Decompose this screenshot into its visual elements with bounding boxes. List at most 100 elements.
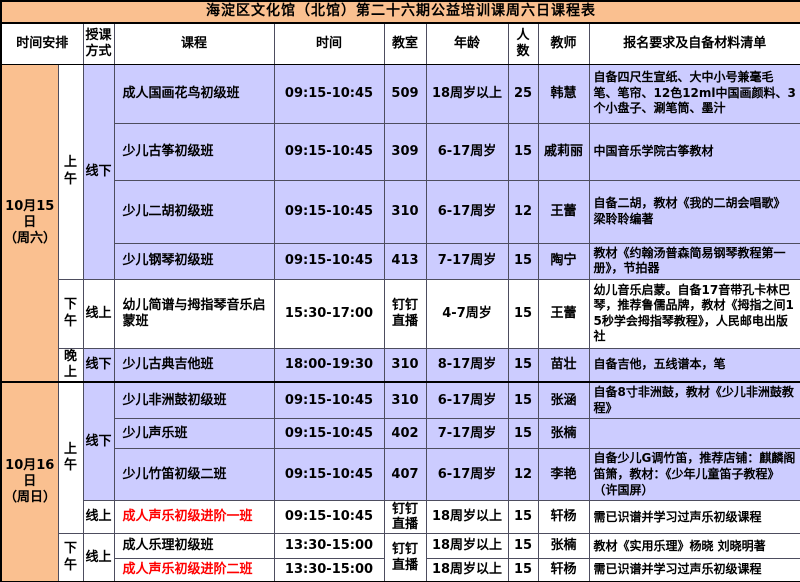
time-cell: 09:15-10:45 [273, 179, 385, 244]
date-line2: （周日） [4, 489, 57, 505]
date-line1: 10月16日 [5, 458, 55, 490]
session-cell-afternoon: 下午 [57, 278, 84, 349]
teacher-cell: 张涵 [537, 381, 590, 420]
requirements-cell: 需已识谱并学习过声乐初级课程 [588, 558, 800, 582]
date-cell: 10月16日 （周日） [0, 381, 59, 582]
session-cell-morning: 上午 [57, 63, 84, 280]
capacity-cell: 15 [507, 122, 539, 181]
teacher-cell: 陶宁 [537, 242, 590, 280]
time-cell: 09:15-10:45 [273, 242, 385, 280]
course-cell: 少儿声乐班 [113, 418, 275, 450]
room-cell: 310 [383, 381, 427, 420]
col-header-room: 教室 [383, 22, 427, 65]
method-cell-online: 线上 [82, 278, 115, 349]
course-cell: 成人乐理初级班 [113, 533, 275, 560]
age-cell: 18周岁以上 [425, 63, 509, 124]
capacity-cell: 12 [507, 448, 539, 502]
requirements-cell: 教材《约翰汤普森简易钢琴教程第一册》，节拍器 [588, 242, 800, 280]
requirements-cell [588, 418, 800, 450]
age-cell: 6-17周岁 [425, 179, 509, 244]
room-cell: 309 [383, 122, 427, 181]
method-cell-offline: 线下 [82, 63, 115, 280]
time-cell: 09:15-10:45 [273, 418, 385, 450]
capacity-cell: 15 [507, 418, 539, 450]
method-cell-offline: 线下 [82, 381, 115, 502]
time-cell: 18:00-19:30 [273, 347, 385, 383]
requirements-cell: 幼儿音乐启蒙。自备17音带孔卡林巴琴，推荐鲁儒品牌，教材《拇指之间15秒学会拇指… [588, 278, 800, 349]
course-cell: 成人声乐初级进阶一班 [113, 500, 275, 535]
capacity-cell: 15 [507, 347, 539, 383]
teacher-cell: 戚莉丽 [537, 122, 590, 181]
page-title: 海淀区文化馆（北馆）第二十六期公益培训课周六日课程表 [0, 0, 800, 24]
teacher-cell: 王蕾 [537, 278, 590, 349]
capacity-cell: 15 [507, 278, 539, 349]
course-cell: 成人声乐初级进阶二班 [113, 558, 275, 582]
col-header-course: 课程 [113, 22, 275, 65]
room-cell: 407 [383, 448, 427, 502]
table-row: 下午 线上 幼儿简谱与拇指琴音乐启蒙班 15:30-17:00 钉钉直播 4-7… [1, 278, 800, 349]
age-cell: 6-17周岁 [425, 381, 509, 420]
time-cell: 09:15-10:45 [273, 448, 385, 502]
capacity-cell: 12 [507, 179, 539, 244]
requirements-cell: 自备四尺生宣纸、大中小号兼毫毛笔、笔帘、12色12ml中国画颜料、3个小盘子、涮… [588, 63, 800, 124]
time-cell: 13:30-15:00 [273, 533, 385, 560]
age-cell: 18周岁以上 [425, 533, 509, 560]
requirements-cell: 需已识谱并学习过声乐初级课程 [588, 500, 800, 535]
course-cell: 少儿竹笛初级二班 [113, 448, 275, 502]
table-row: 10月16日 （周日） 上午 线下 少儿非洲鼓初级班 09:15-10:45 3… [0, 381, 800, 582]
col-header-requirements: 报名要求及自备材料清单 [588, 22, 800, 65]
requirements-cell: 自备8寸非洲鼓，教材《少儿非洲鼓教程》 [588, 381, 800, 420]
age-cell: 4-7周岁 [425, 278, 509, 349]
capacity-cell: 15 [507, 381, 539, 420]
room-cell: 310 [383, 179, 427, 244]
room-cell: 413 [383, 242, 427, 280]
method-cell-offline: 线下 [82, 347, 115, 383]
session-cell-evening: 晚上 [57, 347, 84, 383]
teacher-cell: 苗壮 [537, 347, 590, 383]
room-cell: 509 [383, 63, 427, 124]
capacity-cell: 15 [507, 533, 539, 560]
capacity-cell: 25 [507, 63, 539, 124]
time-cell: 09:15-10:45 [273, 122, 385, 181]
table-row: 少儿古筝初级班 09:15-10:45 309 6-17周岁 15 戚莉丽 中国… [1, 122, 800, 181]
col-header-teacher: 教师 [537, 22, 590, 65]
capacity-cell: 15 [507, 500, 539, 535]
col-header-age: 年龄 [425, 22, 509, 65]
requirements-cell: 教材《实用乐理》杨晓 刘晓明著 [588, 533, 800, 560]
table-row: 少儿二胡初级班 09:15-10:45 310 6-17周岁 12 王蕾 自备二… [1, 179, 800, 244]
requirements-cell: 中国音乐学院古筝教材 [588, 122, 800, 181]
session-cell-morning: 上午 [57, 381, 84, 535]
table-row: 下午 线上 成人乐理初级班 13:30-15:00 钉钉直播 18周岁以上 15… [1, 533, 800, 582]
date-line2: （周六） [4, 230, 57, 246]
requirements-cell: 自备少儿G调竹笛，推荐店铺：麒麟阁笛箫，教材：《少年儿童笛子教程》（许国屏） [588, 448, 800, 502]
col-header-time: 时间 [273, 22, 385, 65]
age-cell: 6-17周岁 [425, 122, 509, 181]
room-cell: 钉钉直播 [383, 278, 427, 349]
table-row: 少儿竹笛初级二班 09:15-10:45 407 6-17周岁 12 李艳 自备… [1, 448, 800, 502]
teacher-cell: 张楠 [537, 533, 590, 560]
method-cell-online: 线上 [82, 500, 115, 535]
age-cell: 7-17周岁 [425, 418, 509, 450]
table-row: 线上 成人声乐初级进阶一班 09:15-10:45 钉钉直播 18周岁以上 15… [1, 500, 800, 535]
course-cell: 少儿钢琴初级班 [113, 242, 275, 280]
age-cell: 8-17周岁 [425, 347, 509, 383]
teacher-cell: 张楠 [537, 418, 590, 450]
teacher-cell: 轩杨 [537, 558, 590, 582]
room-cell: 钉钉直播 [383, 500, 427, 535]
requirements-cell: 自备吉他，五线谱本，笔 [588, 347, 800, 383]
time-cell: 09:15-10:45 [273, 500, 385, 535]
time-cell: 09:15-10:45 [273, 63, 385, 124]
col-header-method: 授课方式 [82, 22, 115, 65]
teacher-cell: 轩杨 [537, 500, 590, 535]
room-cell: 310 [383, 347, 427, 383]
time-cell: 13:30-15:00 [273, 558, 385, 582]
date-cell: 10月15日 （周六） [0, 63, 59, 383]
age-cell: 7-17周岁 [425, 242, 509, 280]
session-cell-afternoon: 下午 [57, 533, 84, 582]
col-header-capacity: 人数 [507, 22, 539, 65]
room-cell: 钉钉直播 [383, 533, 427, 582]
capacity-cell: 15 [507, 242, 539, 280]
table-row: 成人声乐初级进阶二班 13:30-15:00 18周岁以上 15 轩杨 需已识谱… [1, 558, 800, 582]
